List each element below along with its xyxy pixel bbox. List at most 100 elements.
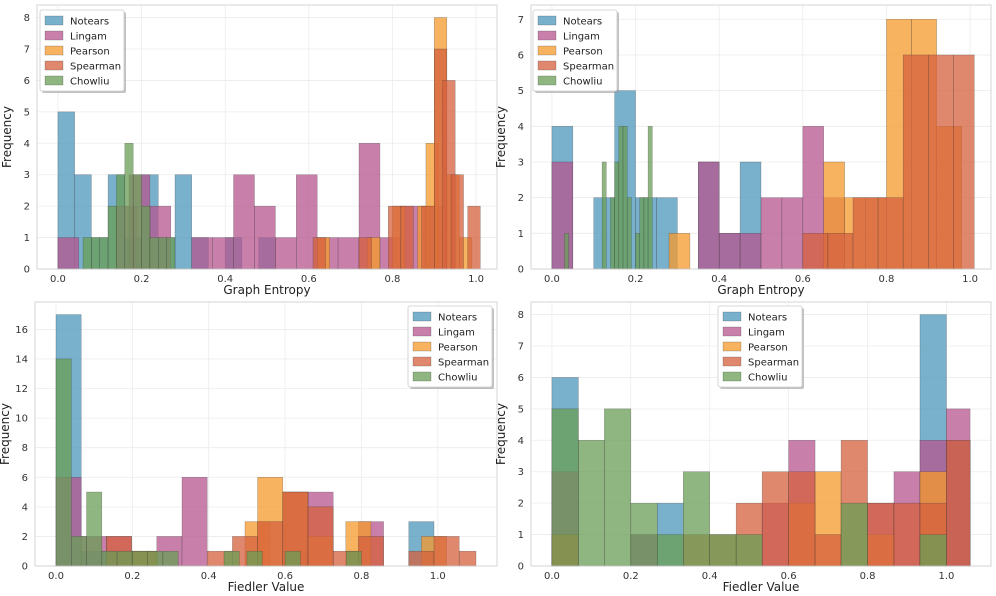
legend-swatch <box>722 326 742 337</box>
y-tick-label: 6 <box>518 50 524 61</box>
histogram-bar <box>55 358 72 567</box>
axes-frame <box>530 301 992 567</box>
histogram-bar <box>656 534 684 567</box>
histogram-bar <box>223 550 240 567</box>
x-tick-label: 0.4 <box>217 274 233 285</box>
histogram-bar <box>101 550 118 567</box>
y-tick-label: 3 <box>518 157 524 168</box>
histogram-bar <box>174 174 192 270</box>
legend-label: Notears <box>563 17 602 28</box>
histogram-bar <box>284 550 301 567</box>
histogram-bar <box>781 197 804 270</box>
histogram-bar <box>852 197 879 270</box>
legend-label: Notears <box>438 313 477 324</box>
histogram-bar <box>610 197 615 270</box>
histogram-bar <box>421 205 435 270</box>
histogram-bar <box>107 205 117 270</box>
legend-label: Pearson <box>70 47 110 58</box>
x-tick-label: 0.6 <box>781 571 797 582</box>
histogram-bar <box>698 161 720 270</box>
histogram-bar <box>91 237 100 270</box>
y-tick-label: 3 <box>518 467 524 478</box>
y-tick-label: 2 <box>518 499 524 510</box>
legend-label: Lingam <box>438 328 475 339</box>
legend-swatch <box>44 45 64 56</box>
histogram-bar <box>86 491 103 567</box>
histogram-bar <box>254 205 276 270</box>
histogram-bar <box>902 54 929 270</box>
histogram-bar <box>551 408 579 567</box>
series-chowliu <box>55 358 362 567</box>
histogram-bar <box>760 197 783 270</box>
y-tick-label: 8 <box>24 13 30 24</box>
histogram-bar <box>802 233 829 270</box>
legend: Notears Lingam Pearson Spearman Chowliu <box>407 305 494 389</box>
legend-label: Chowliu <box>748 373 788 384</box>
histogram-bar <box>246 550 263 567</box>
legend-swatch <box>537 30 557 41</box>
histogram-bar <box>467 205 481 270</box>
histogram-bar <box>622 126 628 270</box>
histogram-bar <box>162 550 179 567</box>
legend-swatch <box>722 341 742 352</box>
legend-swatch <box>44 75 64 86</box>
legend-label: Spearman <box>70 62 121 73</box>
x-tick-label: 0.4 <box>711 274 727 285</box>
histogram-bar <box>614 161 620 270</box>
axes-frame <box>34 301 498 567</box>
y-tick-label: 0 <box>24 265 30 276</box>
legend-swatch <box>537 75 557 86</box>
histogram-bar <box>647 126 653 270</box>
legend-label: Chowliu <box>438 373 478 384</box>
y-tick-label: 4 <box>518 122 524 133</box>
histogram-bar <box>893 502 921 567</box>
y-tick-label: 6 <box>22 473 28 484</box>
y-tick-label: 16 <box>15 325 28 336</box>
x-tick-label: 1.0 <box>430 571 446 582</box>
histogram-bar <box>400 205 414 270</box>
histogram-bar <box>408 550 435 567</box>
histogram-bar <box>630 502 658 567</box>
x-tick-label: 0.8 <box>879 274 895 285</box>
y-tick-label: 7 <box>24 45 30 56</box>
legend-box <box>532 9 618 92</box>
x-tick-label: 1.0 <box>468 274 484 285</box>
histogram-bar <box>626 197 632 270</box>
y-tick-label: 4 <box>518 436 524 447</box>
x-tick-label: 0.2 <box>623 571 639 582</box>
panel-bottom-right: 0.0 0.2 0.4 0.6 0.8 1.0 0 1 2 3 4 5 6 7 8 Fiedler Value… <box>494 301 992 594</box>
legend-label: Chowliu <box>70 77 110 88</box>
legend: Notears Lingam Pearson Spearman Chowliu <box>717 305 804 389</box>
histogram-bar <box>132 550 148 567</box>
histogram-bar <box>643 197 649 270</box>
histogram-bar <box>739 233 762 270</box>
legend-swatch <box>722 371 742 382</box>
x-tick-label: 0.0 <box>544 274 560 285</box>
legend-label: Spearman <box>748 358 799 369</box>
histogram-bar <box>433 536 460 567</box>
histogram-bar <box>57 237 80 270</box>
histogram-bar <box>735 534 763 567</box>
histogram-bar <box>761 471 789 567</box>
histogram-bar <box>551 161 574 270</box>
histogram-bar <box>578 440 605 567</box>
histogram-bar <box>919 534 947 567</box>
histogram-bar <box>312 237 326 270</box>
histogram-bar <box>604 408 632 567</box>
histogram-bar <box>618 126 624 270</box>
x-tick-label: 0.2 <box>134 274 150 285</box>
histogram-bar <box>827 233 854 270</box>
legend-swatch <box>537 15 557 26</box>
y-tick-label: 1 <box>518 229 524 240</box>
histogram-bar <box>132 174 142 270</box>
histogram-bar <box>116 550 133 567</box>
series-chowliu <box>564 126 653 270</box>
legend-swatch <box>412 326 432 337</box>
y-tick-label: 8 <box>22 443 28 454</box>
legend-label: Notears <box>748 313 787 324</box>
legend-swatch <box>412 356 432 367</box>
y-tick-label: 2 <box>22 532 28 543</box>
legend-swatch <box>412 311 432 322</box>
legend-label: Chowliu <box>563 77 603 88</box>
x-axis-label: Graph Entropy <box>223 283 310 297</box>
